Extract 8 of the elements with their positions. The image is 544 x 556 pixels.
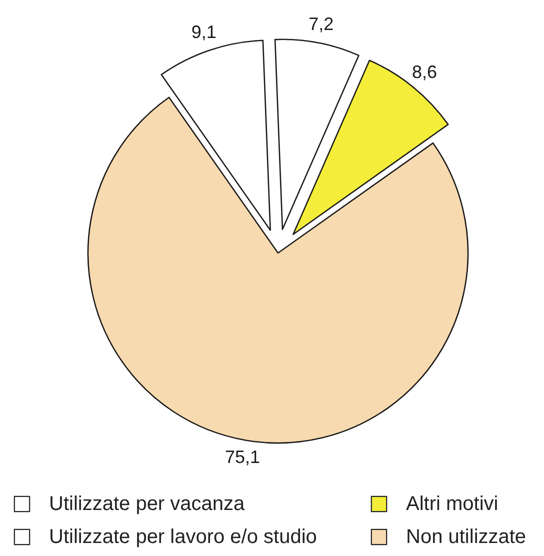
data-label: 8,6 [412,62,438,82]
data-label: 9,1 [191,22,216,42]
legend-label: Non utilizzate [406,526,526,548]
data-label: 75,1 [225,446,260,467]
legend-label: Altri motivi [406,493,498,515]
legend-label: Utilizzate per vacanza [49,493,246,515]
data-label: 7,2 [308,14,334,34]
legend-label: Utilizzate per lavoro e/o studio [49,526,317,548]
